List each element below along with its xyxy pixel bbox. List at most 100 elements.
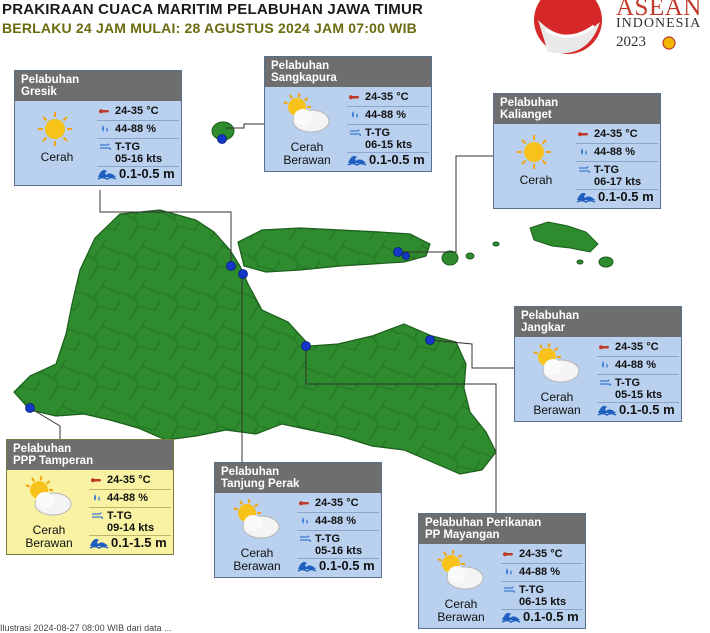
marker-mayangan (301, 341, 311, 351)
weather-label: Cerah (519, 173, 553, 187)
humidity-row: 44-88 % (576, 144, 658, 162)
port-name-line1: Pelabuhan (271, 60, 330, 72)
temperature-row: 24-35 °C (347, 89, 429, 107)
stats-table: 24-35 °C 44-88 % T-TG 09-14 kts (89, 472, 171, 536)
port-markers (25, 134, 435, 413)
leader-lines (29, 123, 514, 514)
weather-box: Cerah Berawan (9, 472, 89, 550)
wave-height: 0.1-0.5 m (598, 189, 654, 204)
validity-subtitle: BERLAKU 24 JAM MULAI: 28 AGUSTUS 2024 JA… (2, 20, 417, 36)
port-name-line1: Pelabuhan (221, 466, 280, 478)
humidity-value: 44-88 % (365, 109, 406, 121)
weather-label-2: Berawan (233, 559, 281, 573)
port-name-line1: Pelabuhan (500, 97, 559, 109)
temperature-row: 24-35 °C (297, 495, 379, 513)
humidity-value: 44-88 % (594, 146, 635, 158)
sun-icon (514, 132, 554, 177)
logo-asean-text: ASEAN (616, 0, 702, 21)
wind-speed: 05-15 kts (615, 389, 663, 401)
port-card-tanjung-perak: Pelabuhan Tanjung Perak Cerah Berawan 24… (214, 462, 382, 578)
temperature-row: 24-35 °C (89, 472, 171, 490)
temperature-row: 24-35 °C (597, 339, 679, 357)
port-name-line1: Pelabuhan (13, 443, 72, 455)
humidity-row: 44-88 % (501, 564, 583, 582)
temperature-value: 24-35 °C (615, 341, 659, 353)
marker-kalianget (393, 247, 403, 257)
port-name-line2: PP Mayangan (425, 529, 500, 541)
port-card-header: Pelabuhan Kalianget (494, 94, 660, 124)
wind-direction: T-TG (107, 510, 133, 522)
humidity-row: 44-88 % (89, 490, 171, 508)
small-islands (211, 121, 614, 268)
stats-table: 24-35 °C 44-88 % T-TG 05-15 kts (597, 339, 679, 403)
wave-row: 0.1-0.5 m (597, 402, 675, 417)
humidity-row: 44-88 % (297, 513, 379, 531)
weather-label-2: Berawan (533, 403, 581, 417)
wave-row: 0.1-0.5 m (297, 558, 375, 573)
java-mainland (13, 209, 497, 475)
asean-indonesia-logo: ASEAN INDONESIA 2023 (528, 0, 710, 64)
wind-speed: 09-14 kts (107, 522, 155, 534)
port-card-header: Pelabuhan Sangkapura (265, 57, 431, 87)
wave-row: 0.1-0.5 m (97, 166, 175, 181)
weather-label: Cerah (290, 140, 324, 154)
temperature-value: 24-35 °C (115, 105, 159, 117)
temperature-value: 24-35 °C (594, 128, 638, 140)
weather-box: Cerah Berawan (217, 495, 297, 573)
weather-box: Cerah (496, 126, 576, 204)
weather-label-2: Berawan (283, 153, 331, 167)
temperature-value: 24-35 °C (365, 91, 409, 103)
wind-direction: T-TG (315, 533, 341, 545)
port-card-header: Pelabuhan Gresik (15, 71, 181, 101)
temperature-value: 24-35 °C (519, 548, 563, 560)
wind-direction: T-TG (519, 584, 545, 596)
wind-speed: 06-15 kts (519, 596, 567, 608)
weather-box: Cerah Berawan (267, 89, 347, 167)
port-card-header: Pelabuhan PPP Tamperan (7, 440, 173, 470)
port-name-line2: PPP Tamperan (13, 455, 94, 467)
weather-label: Cerah (40, 150, 74, 164)
temperature-row: 24-35 °C (97, 103, 179, 121)
port-card-header: Pelabuhan Tanjung Perak (215, 463, 381, 493)
port-name-line2: Tanjung Perak (221, 478, 300, 490)
port-name-line1: Pelabuhan (521, 310, 580, 322)
wind-speed: 05-16 kts (315, 545, 363, 557)
temperature-row: 24-35 °C (501, 546, 583, 564)
wind-row: T-TG 05-15 kts (597, 375, 679, 403)
weather-box: Cerah Berawan (421, 546, 501, 624)
humidity-value: 44-88 % (615, 359, 656, 371)
port-name-line1: Pelabuhan Perikanan (425, 517, 542, 529)
port-card-sangkapura: Pelabuhan Sangkapura Cerah Berawan 24-35… (264, 56, 432, 172)
partly-cloudy-icon (229, 497, 285, 548)
marker-tanjung-perak (238, 269, 248, 279)
stats-table: 24-35 °C 44-88 % T-TG 05-16 kts (97, 103, 179, 167)
port-card-tamperan: Pelabuhan PPP Tamperan Cerah Berawan 24-… (6, 439, 174, 555)
wind-row: T-TG 06-15 kts (347, 125, 429, 153)
wave-row: 0.1-0.5 m (501, 609, 579, 624)
temperature-row: 24-35 °C (576, 126, 658, 144)
wave-row: 0.1-0.5 m (347, 152, 425, 167)
weather-label: Cerah (32, 523, 66, 537)
madura-island (237, 227, 431, 273)
port-name-line1: Pelabuhan (21, 74, 80, 86)
wave-height: 0.1-0.5 m (523, 609, 579, 624)
humidity-row: 44-88 % (597, 357, 679, 375)
stats-table: 24-35 °C 44-88 % T-TG 06-15 kts (501, 546, 583, 610)
port-card-gresik: Pelabuhan Gresik Cerah 24-35 °C 44-88 % … (14, 70, 182, 186)
weather-box: Cerah (17, 103, 97, 181)
port-card-header: Pelabuhan Jangkar (515, 307, 681, 337)
marker-kalianget-2 (402, 252, 410, 260)
wave-height: 0.1-0.5 m (119, 166, 175, 181)
port-name-line2: Jangkar (521, 322, 566, 334)
wind-direction: T-TG (115, 141, 141, 153)
wind-row: T-TG 05-16 kts (97, 139, 179, 167)
wind-direction: T-TG (365, 127, 391, 139)
logo-year-text: 2023 (616, 34, 646, 50)
port-card-jangkar: Pelabuhan Jangkar Cerah Berawan 24-35 °C… (514, 306, 682, 422)
marker-gresik (226, 261, 236, 271)
wave-height: 0.1-0.5 m (619, 402, 675, 417)
weather-label: Cerah (540, 390, 574, 404)
wind-speed: 06-17 kts (594, 176, 642, 188)
footer-note: Ilustrasi 2024-08-27 08:00 WIB dari data… (0, 623, 172, 633)
humidity-row: 44-88 % (97, 121, 179, 139)
